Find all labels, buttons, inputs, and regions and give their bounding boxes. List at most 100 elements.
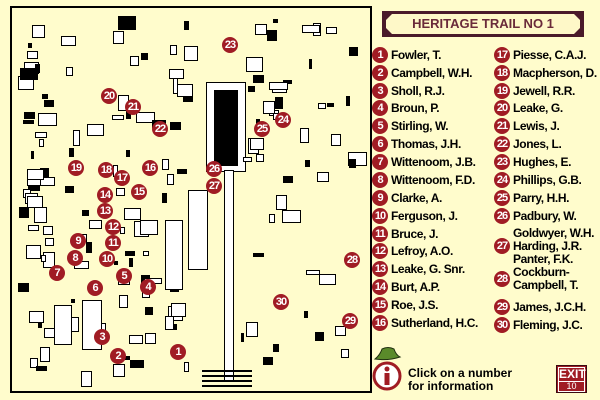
map-marker-5[interactable]: 5 xyxy=(116,268,132,284)
building xyxy=(246,56,263,72)
legend-marker: 16 xyxy=(372,315,388,331)
building xyxy=(39,139,45,148)
building xyxy=(168,69,185,79)
building xyxy=(165,220,183,290)
building xyxy=(26,168,45,181)
building xyxy=(162,159,169,170)
legend-name: Broun, P. xyxy=(391,101,440,115)
building xyxy=(272,18,278,24)
map-marker-29[interactable]: 29 xyxy=(342,313,358,329)
building xyxy=(188,190,208,270)
map-marker-17[interactable]: 17 xyxy=(114,170,130,186)
legend-marker: 7 xyxy=(372,154,388,170)
building xyxy=(125,150,131,157)
building xyxy=(81,370,93,388)
building xyxy=(169,45,177,55)
building xyxy=(177,83,194,98)
exit-number: 10 xyxy=(558,382,585,392)
map-marker-4[interactable]: 4 xyxy=(140,279,156,295)
map-marker-20[interactable]: 20 xyxy=(101,88,117,104)
legend-name: Parry, H.H. xyxy=(513,191,570,205)
building xyxy=(68,147,74,157)
building xyxy=(20,68,38,80)
map-marker-11[interactable]: 11 xyxy=(105,235,121,251)
map-marker-24[interactable]: 24 xyxy=(275,112,291,128)
building xyxy=(42,94,49,100)
info-with-hat-icon xyxy=(372,345,402,393)
map-marker-21[interactable]: 21 xyxy=(125,99,141,115)
map-marker-30[interactable]: 30 xyxy=(273,294,289,310)
legend-name: Padbury, W. xyxy=(513,209,577,223)
legend-marker: 2 xyxy=(372,65,388,81)
building xyxy=(115,187,125,196)
legend-name: Leake, G. Snr. xyxy=(391,262,465,276)
exit-button[interactable]: EXIT 10 xyxy=(556,365,587,393)
map-marker-10[interactable]: 10 xyxy=(99,251,115,267)
building xyxy=(166,174,175,186)
building xyxy=(144,332,156,344)
legend-marker: 22 xyxy=(494,136,510,152)
legend-name: Cockburn- Campbell, T. xyxy=(513,265,579,292)
legend-marker: 1 xyxy=(372,47,388,63)
steps xyxy=(202,385,252,387)
map-marker-6[interactable]: 6 xyxy=(87,280,103,296)
building xyxy=(123,208,142,220)
map-marker-2[interactable]: 2 xyxy=(110,348,126,364)
building xyxy=(27,195,43,208)
building xyxy=(317,103,326,109)
building xyxy=(249,138,265,150)
legend-marker: 18 xyxy=(494,65,510,81)
building xyxy=(124,250,135,257)
building xyxy=(35,365,48,372)
legend-name: Macpherson, D. xyxy=(513,66,597,80)
legend-name: Lefroy, A.O. xyxy=(391,244,453,258)
legend-name: Hughes, E. xyxy=(513,155,572,169)
map-marker-19[interactable]: 19 xyxy=(68,160,84,176)
map-marker-9[interactable]: 9 xyxy=(70,233,86,249)
map-marker-14[interactable]: 14 xyxy=(97,187,113,203)
map-marker-12[interactable]: 12 xyxy=(105,219,121,235)
legend-marker: 6 xyxy=(372,136,388,152)
map-marker-8[interactable]: 8 xyxy=(67,250,83,266)
building xyxy=(34,132,47,138)
building xyxy=(112,364,126,377)
map-marker-25[interactable]: 25 xyxy=(254,121,270,137)
building xyxy=(145,307,154,316)
map-marker-27[interactable]: 27 xyxy=(206,178,222,194)
map-marker-7[interactable]: 7 xyxy=(49,265,65,281)
map-marker-13[interactable]: 13 xyxy=(97,203,113,219)
map-marker-15[interactable]: 15 xyxy=(131,184,147,200)
map-marker-28[interactable]: 28 xyxy=(344,252,360,268)
building xyxy=(40,168,49,179)
exit-label: EXIT xyxy=(558,367,586,382)
building xyxy=(38,320,42,329)
building xyxy=(86,242,93,253)
legend-marker: 25 xyxy=(494,190,510,206)
building xyxy=(118,16,136,30)
legend-name: Piesse, C.A.J. xyxy=(513,48,587,62)
building xyxy=(345,96,351,106)
building xyxy=(119,226,125,235)
legend-name: Campbell, W.H. xyxy=(391,66,473,80)
building xyxy=(252,75,265,83)
building xyxy=(130,360,144,368)
legend-marker: 20 xyxy=(494,100,510,116)
building xyxy=(43,99,55,108)
map-marker-22[interactable]: 22 xyxy=(152,121,168,137)
building xyxy=(18,207,29,218)
building xyxy=(34,207,47,224)
building xyxy=(113,261,119,266)
map-marker-1[interactable]: 1 xyxy=(170,344,186,360)
map-marker-26[interactable]: 26 xyxy=(206,161,222,177)
building xyxy=(164,316,174,330)
legend-marker: 11 xyxy=(372,226,388,242)
legend-marker: 21 xyxy=(494,118,510,134)
building xyxy=(305,269,321,276)
map-marker-18[interactable]: 18 xyxy=(98,162,114,178)
map-marker-3[interactable]: 3 xyxy=(94,329,110,345)
map-marker-23[interactable]: 23 xyxy=(222,37,238,53)
legend-marker: 3 xyxy=(372,83,388,99)
building xyxy=(348,159,356,169)
map-marker-16[interactable]: 16 xyxy=(142,160,158,176)
building xyxy=(262,100,276,114)
